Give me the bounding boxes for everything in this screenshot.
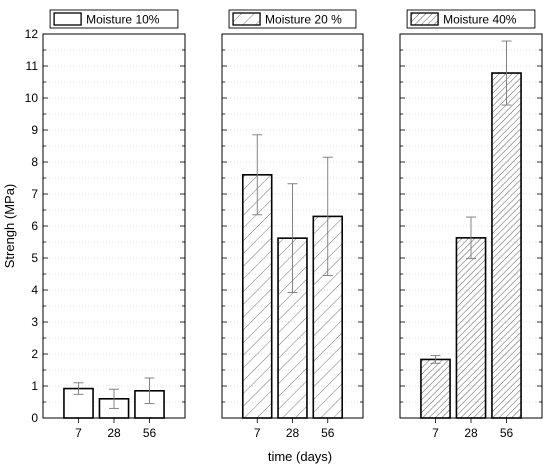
y-axis-label: Strengh (MPa) xyxy=(2,184,17,269)
y-tick-label: 10 xyxy=(25,91,39,105)
legend-label: Moisture 40% xyxy=(443,13,517,27)
panel-frame xyxy=(42,33,186,419)
y-tick-label: 2 xyxy=(31,347,38,361)
panel-3: 7 28 56 Moisture 40% xyxy=(399,9,543,440)
legend-swatch xyxy=(232,12,261,26)
x-axis-label: time (days) xyxy=(268,449,332,464)
y-tick-label: 7 xyxy=(31,187,38,201)
x-tick-label: 28 xyxy=(464,426,478,440)
bar xyxy=(420,358,451,419)
x-tick-label: 7 xyxy=(75,426,82,440)
y-tick-label: 1 xyxy=(31,379,38,393)
bar xyxy=(455,237,487,419)
bar xyxy=(241,174,273,419)
legend-swatch xyxy=(410,12,439,26)
y-tick-label: 0 xyxy=(31,411,38,425)
panel-frame xyxy=(221,33,364,419)
panel-2: 7 28 56 Moisture 20 % xyxy=(221,9,364,440)
legend-swatch xyxy=(53,12,82,26)
x-tick-label: 56 xyxy=(143,426,157,440)
y-tick-label: 6 xyxy=(31,219,38,233)
y-tick-label: 12 xyxy=(25,27,39,41)
x-tick-label: 7 xyxy=(254,426,261,440)
legend-box xyxy=(228,9,357,29)
y-tick-label: 8 xyxy=(31,155,38,169)
x-tick-label: 56 xyxy=(500,426,514,440)
legend-box xyxy=(49,9,179,29)
legend-label: Moisture 20 % xyxy=(265,13,342,27)
y-tick-label: 11 xyxy=(26,59,39,73)
legend-label: Moisture 10% xyxy=(86,13,160,27)
x-tick-label: 7 xyxy=(432,426,439,440)
y-tick-label: 5 xyxy=(31,251,38,265)
x-tick-label: 28 xyxy=(286,426,300,440)
y-tick-label: 4 xyxy=(31,283,38,297)
legend-box xyxy=(406,9,536,29)
y-tick-label: 9 xyxy=(31,123,38,137)
x-tick-label: 56 xyxy=(321,426,335,440)
x-tick-label: 28 xyxy=(107,426,121,440)
y-tick-label: 3 xyxy=(31,315,38,329)
panel-frame xyxy=(399,33,543,419)
bar xyxy=(491,72,522,419)
